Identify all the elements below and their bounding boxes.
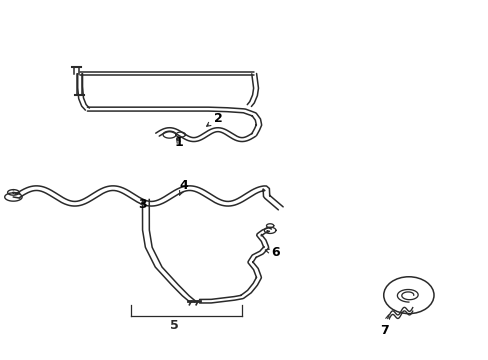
Text: 3: 3 — [139, 198, 147, 211]
Text: 2: 2 — [206, 112, 222, 126]
Text: 5: 5 — [170, 319, 179, 332]
Text: 1: 1 — [175, 136, 183, 149]
Text: 6: 6 — [265, 246, 280, 259]
Text: 4: 4 — [179, 179, 188, 195]
Text: 7: 7 — [380, 315, 389, 337]
